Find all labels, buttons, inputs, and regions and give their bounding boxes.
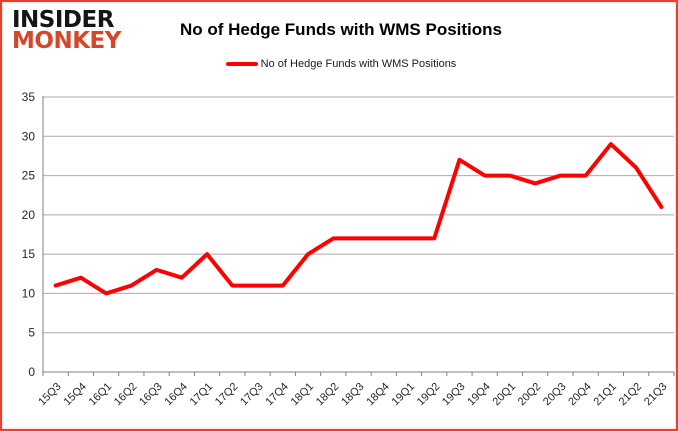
x-tick-label: 18Q1 (289, 381, 317, 409)
x-tick-label: 18Q2 (314, 381, 342, 409)
x-tick-label: 20Q2 (516, 381, 544, 409)
x-tick-label: 18Q4 (364, 381, 392, 409)
x-tick-label: 16Q3 (137, 381, 165, 409)
x-tick-label: 15Q3 (36, 381, 64, 409)
x-tick-label: 20Q3 (541, 381, 569, 409)
y-tick-label: 5 (28, 326, 35, 340)
y-tick-label: 30 (22, 129, 36, 143)
x-tick-label: 21Q3 (642, 381, 670, 409)
y-tick-label: 10 (22, 286, 36, 300)
chart-title: No of Hedge Funds with WMS Positions (179, 20, 503, 39)
x-tick-label: 16Q4 (162, 381, 190, 409)
series-line (53, 142, 664, 296)
x-tick-label: 21Q1 (591, 381, 619, 409)
x-tick-label: 20Q1 (491, 381, 519, 409)
x-tick-label: 16Q2 (112, 381, 140, 409)
x-tick-label: 15Q4 (61, 381, 89, 409)
x-tick-label: 19Q2 (415, 381, 443, 409)
y-tick-label: 20 (22, 208, 36, 222)
x-tick-label: 17Q1 (188, 381, 216, 409)
x-tick-label: 18Q3 (339, 381, 367, 409)
y-tick-label: 35 (22, 90, 36, 104)
chart-legend: No of Hedge Funds with WMS Positions (2, 58, 676, 70)
insider-monkey-logo: INSIDER MONKEY (12, 7, 142, 55)
x-tick-label: 17Q4 (263, 381, 291, 409)
x-tick-label: 19Q4 (465, 381, 493, 409)
x-tick-label: 21Q2 (617, 381, 645, 409)
legend-series-label: No of Hedge Funds with WMS Positions (260, 58, 457, 70)
y-tick-label: 15 (22, 247, 36, 261)
legend-line-swatch (225, 62, 258, 66)
x-tick-label: 19Q1 (390, 381, 418, 409)
x-tick-label: 16Q1 (87, 381, 115, 409)
y-tick-label: 0 (28, 365, 35, 379)
x-tick-label: 19Q3 (440, 381, 468, 409)
x-tick-label: 17Q3 (238, 381, 266, 409)
x-tick-label: 20Q4 (566, 381, 594, 409)
y-tick-label: 25 (22, 169, 36, 183)
logo-insider-text: INSIDER (12, 7, 114, 33)
logo-monkey-text: MONKEY (12, 28, 121, 55)
x-tick-label: 17Q2 (213, 381, 241, 409)
